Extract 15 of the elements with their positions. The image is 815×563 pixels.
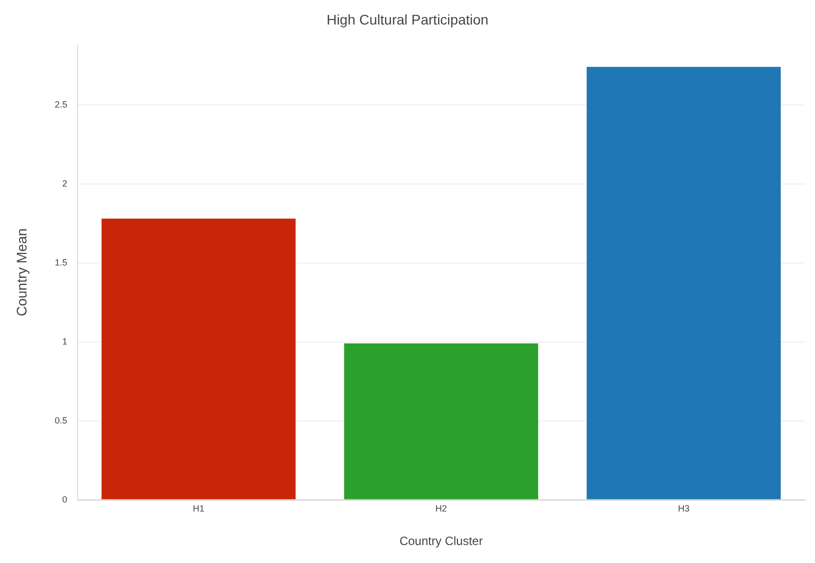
y-axis-title: Country Mean bbox=[13, 228, 30, 316]
y-tick-label: 1 bbox=[62, 336, 68, 346]
y-tick-label: 2 bbox=[62, 178, 68, 188]
y-tick-label: 0.5 bbox=[54, 415, 68, 426]
chart-title: High Cultural Participation bbox=[326, 11, 488, 28]
x-tick-label: H1 bbox=[192, 504, 204, 514]
y-tick-label: 1.5 bbox=[54, 257, 68, 268]
x-tick-label: H2 bbox=[435, 504, 447, 514]
x-axis-title: Country Cluster bbox=[399, 534, 483, 548]
y-tick-label: 2.5 bbox=[54, 99, 68, 110]
y-tick-label: 0 bbox=[62, 494, 68, 504]
bar bbox=[586, 66, 781, 500]
bar bbox=[344, 343, 538, 500]
x-tick-label: H3 bbox=[678, 504, 690, 514]
bar bbox=[102, 218, 296, 500]
